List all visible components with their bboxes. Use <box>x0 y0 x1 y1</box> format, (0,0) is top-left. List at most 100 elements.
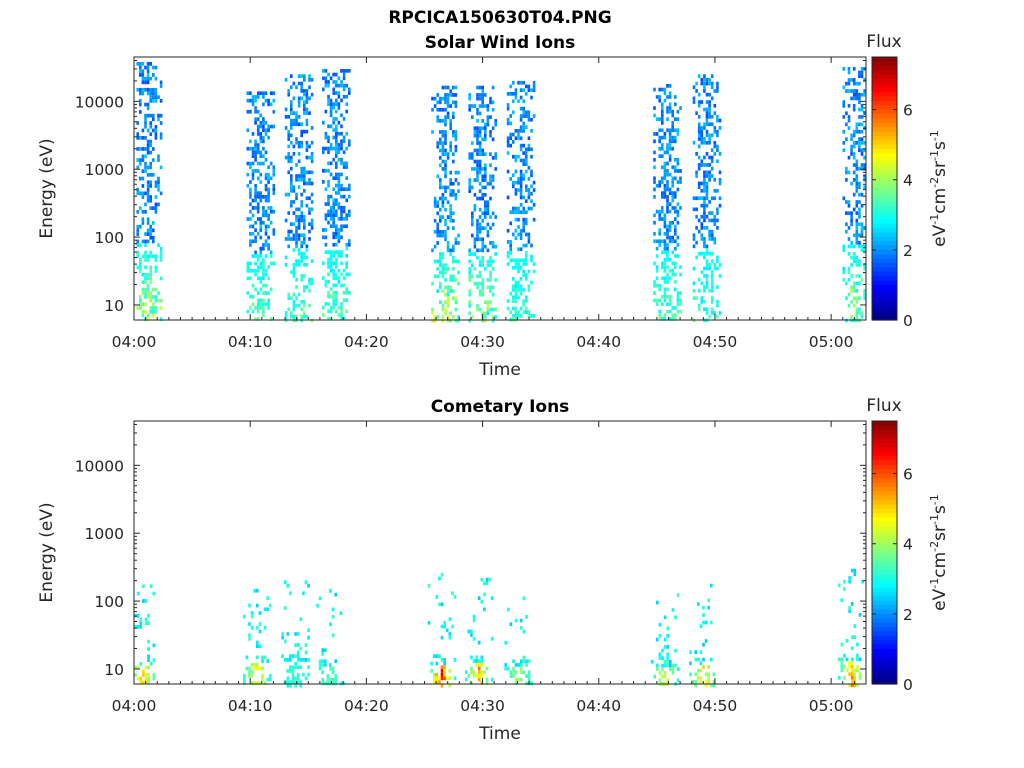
heatmap-cell <box>441 307 445 312</box>
heatmap-cell <box>512 80 515 85</box>
heatmap-cell <box>452 193 455 197</box>
heatmap-cell <box>310 192 314 197</box>
heatmap-cell <box>337 183 341 188</box>
heatmap-cell <box>668 224 672 229</box>
heatmap-cell <box>525 243 528 248</box>
heatmap-cell <box>254 250 257 255</box>
heatmap-cell <box>658 139 661 144</box>
heatmap-cell <box>305 203 309 208</box>
heatmap-cell <box>141 195 145 199</box>
heatmap-cell <box>308 237 311 241</box>
heatmap-cell <box>454 278 458 282</box>
heatmap-cell <box>134 625 137 629</box>
heatmap-cell <box>679 180 682 184</box>
heatmap-cell <box>478 126 482 131</box>
heatmap-cell <box>519 143 523 148</box>
heatmap-cell <box>845 229 848 234</box>
heatmap-cell <box>149 184 152 188</box>
heatmap-cell <box>476 119 479 123</box>
heatmap-cell <box>292 152 296 156</box>
colorbar-band <box>872 153 897 159</box>
heatmap-cell <box>441 133 445 138</box>
heatmap-cell <box>517 269 520 274</box>
heatmap-cell <box>348 139 351 143</box>
heatmap-cell <box>532 269 536 274</box>
heatmap-cell <box>335 143 338 147</box>
heatmap-cell <box>250 625 254 630</box>
heatmap-cell <box>139 73 142 77</box>
heatmap-cell <box>517 154 520 159</box>
heatmap-cell <box>713 126 717 130</box>
heatmap-cell <box>444 307 447 312</box>
heatmap-cell <box>449 189 452 193</box>
heatmap-cell <box>527 191 531 196</box>
heatmap-cell <box>149 132 152 136</box>
heatmap-cell <box>154 91 158 96</box>
heatmap-cell <box>152 295 155 299</box>
heatmap-cell <box>489 152 492 156</box>
colorbar-band <box>872 289 897 295</box>
heatmap-cell <box>149 180 152 185</box>
colorbar-tick-label: 4 <box>903 172 913 190</box>
heatmap-cell <box>264 128 268 133</box>
heatmap-cell <box>300 170 303 175</box>
heatmap-cell <box>146 287 150 292</box>
heatmap-cell <box>852 144 856 149</box>
heatmap-cell <box>850 289 853 293</box>
heatmap-cell <box>489 130 492 134</box>
heatmap-cell <box>671 191 674 195</box>
heatmap-cell <box>522 114 525 118</box>
heatmap-cell <box>703 126 706 130</box>
heatmap-cell <box>481 196 484 201</box>
heatmap-cell <box>666 146 669 151</box>
heatmap-cell <box>308 196 311 201</box>
heatmap-cell <box>436 174 439 179</box>
heatmap-cell <box>661 217 664 221</box>
heatmap-cell <box>146 228 150 233</box>
colorbar-band <box>872 179 897 185</box>
heatmap-cell <box>671 183 674 188</box>
heatmap-cell <box>262 269 265 273</box>
heatmap-cell <box>509 247 512 252</box>
heatmap-cell <box>481 281 484 286</box>
heatmap-cell <box>452 100 455 105</box>
heatmap-cell <box>441 204 445 208</box>
heatmap-cell <box>337 268 341 273</box>
heatmap-cell <box>327 302 330 306</box>
heatmap-cell <box>433 244 437 249</box>
heatmap-cell <box>517 129 520 133</box>
heatmap-cell <box>481 259 484 264</box>
heatmap-cell <box>436 241 439 245</box>
heatmap-cell <box>491 241 495 245</box>
heatmap-cell <box>304 580 308 584</box>
heatmap-cell <box>146 62 150 66</box>
heatmap-cell <box>152 313 155 318</box>
heatmap-cell <box>259 124 263 129</box>
heatmap-cell <box>300 140 303 145</box>
heatmap-cell <box>154 258 158 262</box>
heatmap-cell <box>699 650 703 654</box>
heatmap-cell <box>692 288 696 293</box>
heatmap-cell <box>308 85 311 90</box>
heatmap-cell <box>470 655 473 660</box>
heatmap-cell <box>860 141 864 145</box>
heatmap-cell <box>506 195 510 200</box>
heatmap-cell <box>485 577 489 582</box>
heatmap-cell <box>666 143 669 147</box>
colorbar-band <box>872 109 897 115</box>
heatmap-cell <box>517 280 520 285</box>
heatmap-cell <box>443 621 446 625</box>
heatmap-cell <box>246 161 250 166</box>
heatmap-cell <box>146 198 150 203</box>
heatmap-cell <box>295 115 298 119</box>
heatmap-cell <box>149 584 153 588</box>
heatmap-cell <box>290 229 293 234</box>
heatmap-cell <box>850 672 854 676</box>
heatmap-cell <box>532 80 536 85</box>
heatmap-cell <box>324 663 327 667</box>
colorbar-band <box>872 245 897 251</box>
heatmap-cell <box>256 257 260 262</box>
heatmap-cell <box>324 146 328 151</box>
heatmap-cell <box>694 657 697 662</box>
heatmap-cell <box>471 274 474 279</box>
